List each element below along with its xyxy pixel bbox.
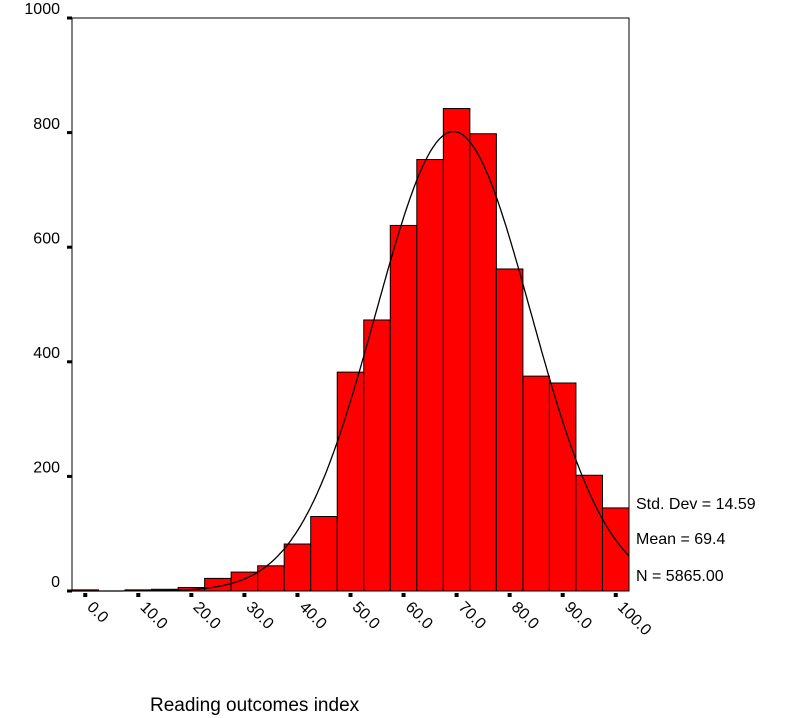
x-tick-label: 40.0 — [296, 599, 330, 633]
x-tick-label: 10.0 — [136, 599, 170, 633]
y-tick-label: 600 — [33, 230, 60, 247]
bar — [389, 224, 418, 592]
x-tick-label: 50.0 — [349, 599, 383, 633]
bar — [548, 382, 577, 592]
bar — [522, 375, 550, 592]
x-tick — [454, 593, 459, 597]
bar — [442, 108, 471, 592]
x-tick-label: 90.0 — [561, 599, 595, 633]
x-tick-label: 60.0 — [402, 599, 436, 633]
bar — [575, 474, 603, 592]
bar — [310, 516, 338, 592]
bar — [416, 159, 444, 592]
plot-frame — [71, 17, 630, 591]
bar — [469, 133, 497, 592]
x-tick — [83, 593, 88, 597]
stat-label: Std. Dev = 14.59 — [636, 496, 756, 513]
x-tick — [613, 593, 618, 597]
x-tick-label: 0.0 — [83, 599, 111, 627]
x-tick — [507, 593, 512, 597]
x-tick-label: 30.0 — [243, 599, 277, 633]
bar — [363, 319, 391, 592]
bar — [495, 268, 524, 592]
x-tick-label: 80.0 — [508, 599, 542, 633]
stat-label: Mean = 69.4 — [636, 531, 726, 548]
bar — [601, 507, 630, 592]
x-tick — [242, 593, 247, 597]
x-axis-label: Reading outcomes index — [150, 695, 360, 716]
x-tick — [401, 593, 406, 597]
x-tick-label: 70.0 — [455, 599, 489, 633]
y-tick-label: 1000 — [24, 1, 60, 18]
bar — [336, 371, 365, 592]
x-tick-label: 20.0 — [190, 599, 224, 633]
y-tick-label: 0 — [51, 574, 60, 591]
x-tick-label: 100.0 — [614, 599, 654, 639]
y-tick-label: 400 — [33, 345, 60, 362]
x-tick — [348, 593, 353, 597]
x-tick — [560, 593, 565, 597]
bar — [283, 543, 312, 592]
y-tick-label: 800 — [33, 116, 60, 133]
stat-label: N = 5865.00 — [636, 568, 724, 585]
normal-curve — [72, 130, 630, 592]
y-tick-label: 200 — [33, 460, 60, 477]
x-tick — [189, 593, 194, 597]
x-tick — [295, 593, 300, 597]
x-tick — [136, 593, 141, 597]
